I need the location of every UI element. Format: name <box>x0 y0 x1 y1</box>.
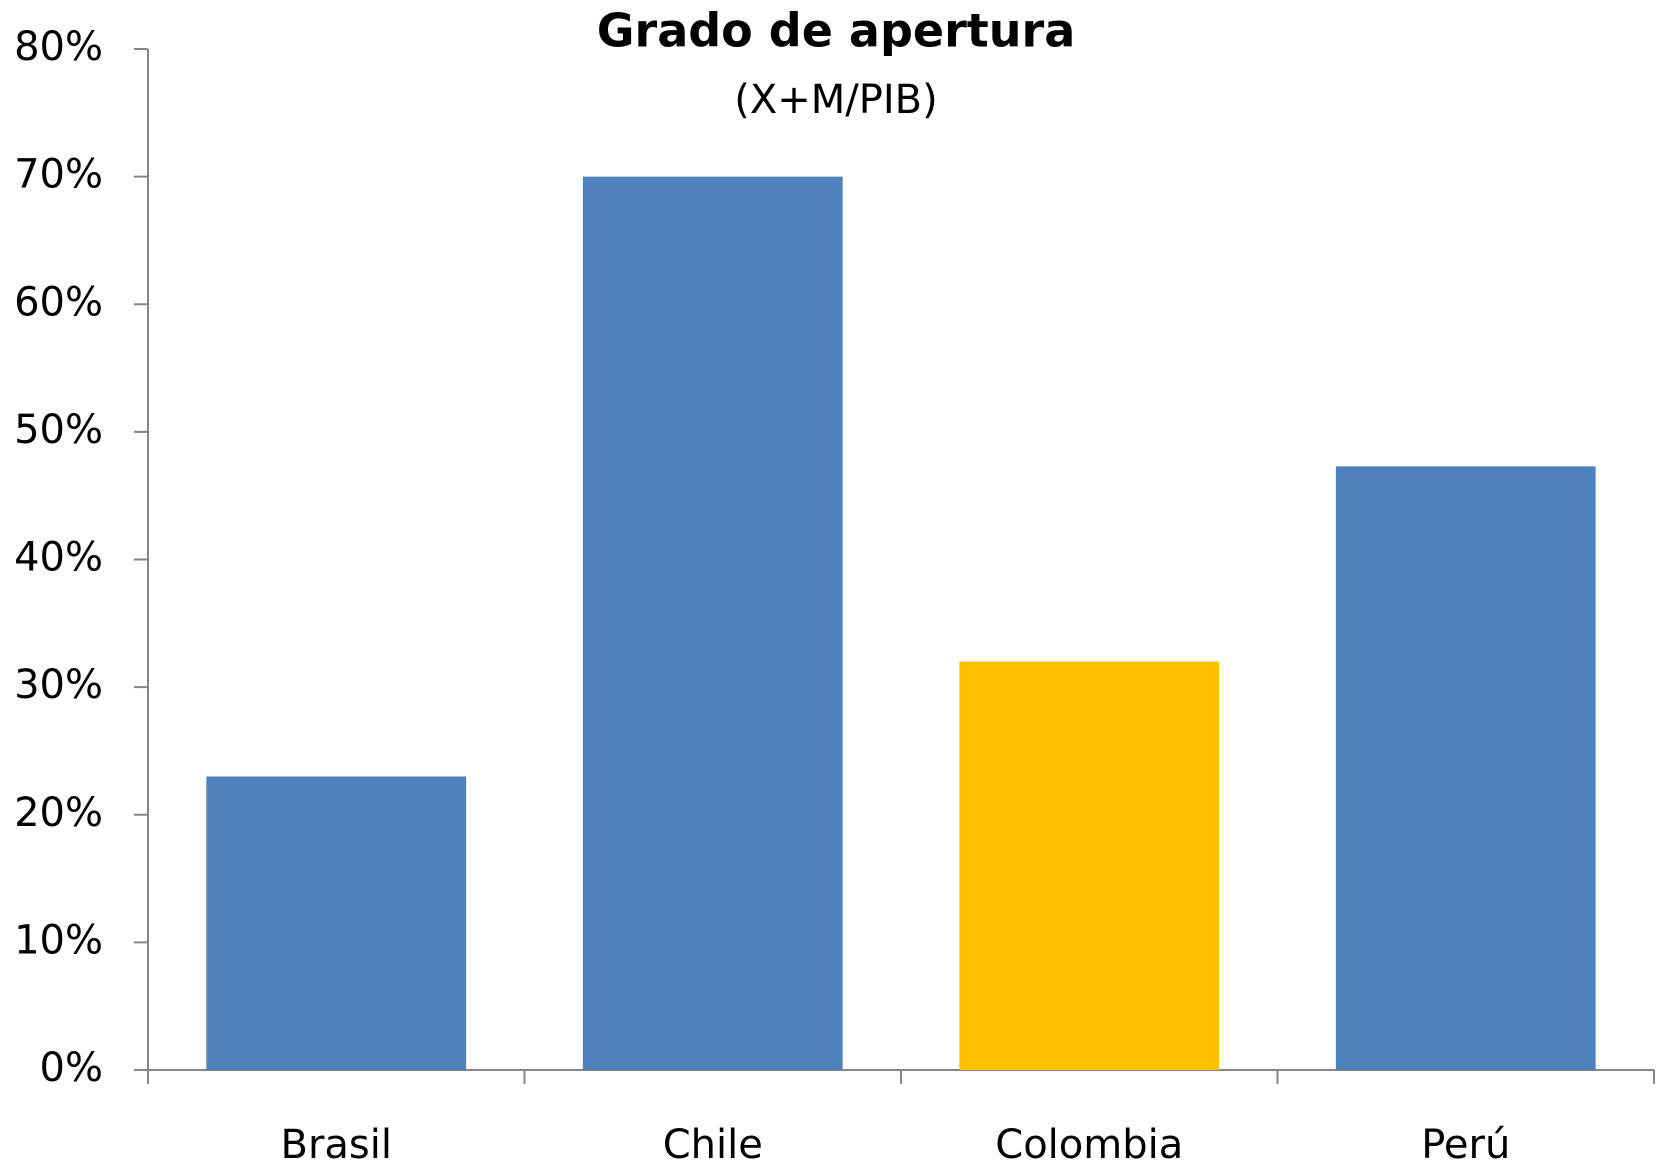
y-tick-label: 0% <box>40 1045 103 1091</box>
bar <box>1335 466 1596 1070</box>
x-tick-label: Brasil <box>281 1122 392 1168</box>
y-tick-label: 80% <box>14 24 103 70</box>
y-tick-label: 30% <box>14 662 103 708</box>
y-tick-label: 10% <box>14 917 103 963</box>
chart-title: Grado de apertura <box>597 4 1076 58</box>
y-tick-label: 20% <box>14 790 103 836</box>
y-tick-label: 70% <box>14 152 103 198</box>
bar <box>959 661 1220 1070</box>
bar <box>582 176 843 1070</box>
x-tick-label: Perú <box>1421 1122 1510 1168</box>
bar <box>206 776 467 1070</box>
x-tick-label: Colombia <box>995 1122 1183 1168</box>
y-tick-label: 50% <box>14 407 103 453</box>
y-tick-label: 40% <box>14 535 103 581</box>
chart-subtitle: (X+M/PIB) <box>734 77 937 123</box>
y-tick-label: 60% <box>14 279 103 325</box>
x-tick-label: Chile <box>663 1122 763 1168</box>
